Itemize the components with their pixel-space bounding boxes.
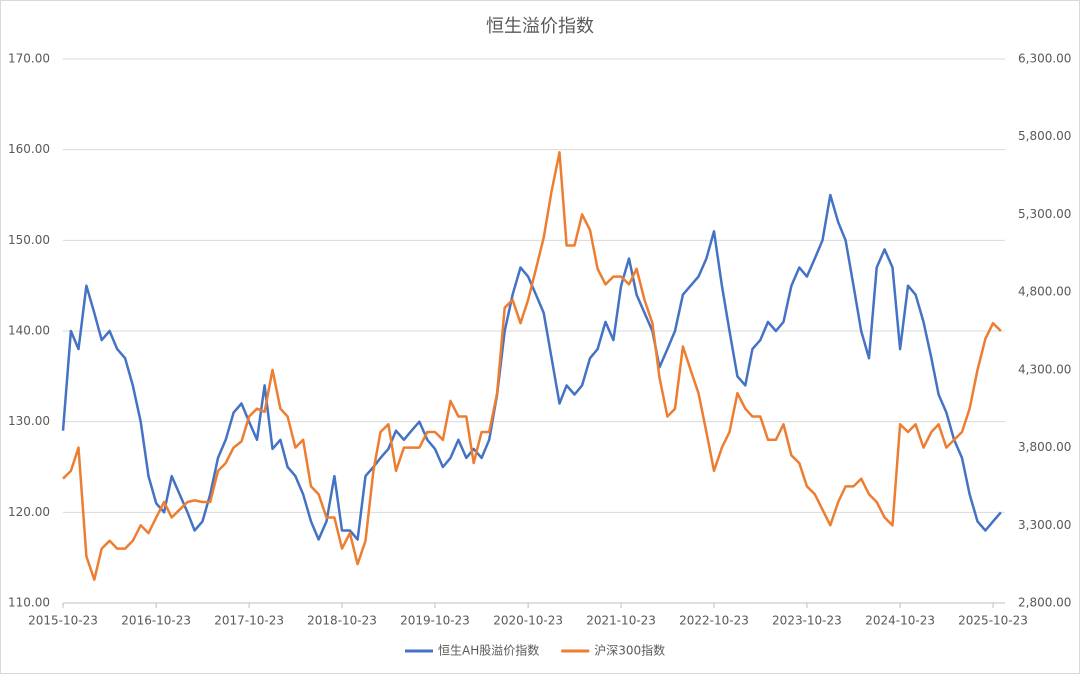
legend-label: 恒生AH股溢价指数: [438, 643, 539, 658]
y2-tick-label: 3,300.00: [1018, 518, 1071, 532]
y2-tick-label: 6,300.00: [1018, 52, 1071, 66]
x-tick-label: 2021-10-23: [586, 614, 656, 628]
chart-title: 恒生溢价指数: [486, 16, 594, 37]
y2-tick-label: 5,300.00: [1018, 207, 1071, 221]
y-tick-label: 150.00: [8, 233, 50, 247]
legend-label: 沪深300指数: [594, 643, 665, 658]
y2-tick-label: 2,800.00: [1018, 596, 1071, 610]
x-tick-label: 2024-10-23: [865, 614, 935, 628]
x-tick-label: 2016-10-23: [121, 614, 191, 628]
x-tick-label: 2017-10-23: [214, 614, 284, 628]
x-tick-label: 2018-10-23: [307, 614, 377, 628]
x-tick-label: 2015-10-23: [28, 614, 98, 628]
y-tick-label: 120.00: [8, 505, 50, 519]
x-tick-label: 2022-10-23: [679, 614, 749, 628]
y2-tick-label: 3,800.00: [1018, 440, 1071, 454]
x-tick-label: 2025-10-23: [958, 614, 1028, 628]
y2-tick-label: 4,800.00: [1018, 285, 1071, 299]
y-tick-label: 140.00: [8, 324, 50, 338]
y2-tick-label: 5,800.00: [1018, 129, 1071, 143]
series-line: [62, 151, 1002, 581]
x-tick-label: 2020-10-23: [493, 614, 563, 628]
y-tick-label: 160.00: [8, 142, 50, 156]
y-tick-label: 110.00: [8, 596, 50, 610]
y2-tick-label: 4,300.00: [1018, 362, 1071, 376]
y-tick-label: 170.00: [8, 52, 50, 66]
y-tick-label: 130.00: [8, 414, 50, 428]
x-tick-label: 2019-10-23: [400, 614, 470, 628]
x-tick-label: 2023-10-23: [772, 614, 842, 628]
